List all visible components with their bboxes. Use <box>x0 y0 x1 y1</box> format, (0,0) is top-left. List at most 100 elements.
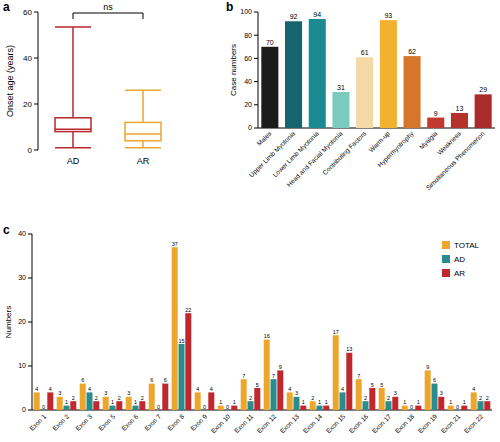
data-label: 1 <box>134 399 137 405</box>
bar <box>34 392 40 410</box>
bar <box>386 401 392 410</box>
data-label: 6 <box>81 377 84 383</box>
y-tick-label: 20 <box>244 101 252 108</box>
data-label: 1 <box>417 399 420 405</box>
bar <box>41 410 47 411</box>
y-tick <box>34 58 38 59</box>
bar <box>404 56 421 128</box>
bar <box>264 340 270 410</box>
x-tick-label: Exon 9 <box>189 412 209 432</box>
legend: TOTALADAR <box>442 241 480 278</box>
data-label: 3 <box>127 390 130 396</box>
y-tick <box>254 35 258 36</box>
data-label: 2 <box>364 395 367 401</box>
marks <box>55 27 161 148</box>
x-tick-label: Exon 15 <box>324 412 346 434</box>
bar <box>356 379 362 410</box>
panel-title: c <box>3 223 10 237</box>
data-label: 9 <box>426 364 429 370</box>
y-tick-label: 20 <box>18 318 26 325</box>
data-label: 2 <box>486 395 489 401</box>
bar <box>70 401 76 410</box>
panel-title: a <box>3 0 10 14</box>
bar <box>310 401 316 410</box>
panel-b: bCase numbers02040608010070Males92Upper … <box>226 0 495 191</box>
y-tick-label: 0 <box>22 406 26 413</box>
figure: aOnset age (years)0204060ADARnsbCase num… <box>0 0 500 442</box>
data-label: 29 <box>479 86 487 93</box>
legend-label: TOTAL <box>454 241 480 250</box>
bar <box>438 397 444 410</box>
data-label: 4 <box>88 386 91 392</box>
data-label: 5 <box>371 382 374 388</box>
cap-max <box>125 89 161 91</box>
x-tick-label: Simultaneous Phenomenon <box>424 129 486 191</box>
y-tick-label: 40 <box>23 54 32 63</box>
x-tick-label: Exon 18 <box>393 412 415 434</box>
data-label: 1 <box>219 399 222 405</box>
y-tick-label: 60 <box>244 55 252 62</box>
annotation: ns <box>103 2 113 12</box>
x-axis <box>32 410 492 411</box>
bar <box>261 47 278 128</box>
x-tick-label: Exon 17 <box>370 412 392 434</box>
data-label: 3 <box>440 390 443 396</box>
cap-min <box>55 147 91 149</box>
legend-swatch <box>442 241 450 249</box>
bar <box>323 406 329 410</box>
bar <box>425 370 431 410</box>
y-tick <box>254 128 258 129</box>
cap-max <box>55 26 91 28</box>
y-tick-label: 30 <box>18 274 26 281</box>
data-label: 0 <box>226 404 229 410</box>
data-label: 2 <box>141 395 144 401</box>
data-label: 4 <box>472 386 475 392</box>
data-label: 3 <box>58 390 61 396</box>
data-label: 7 <box>272 373 275 379</box>
data-label: 6 <box>433 377 436 383</box>
x-tick-label: Exon 16 <box>347 412 369 434</box>
panel-a: aOnset age (years)0204060ADARns <box>3 0 161 166</box>
bar <box>369 388 375 410</box>
bar <box>287 392 293 410</box>
y-tick <box>28 322 32 323</box>
data-label: 13 <box>346 346 352 352</box>
x-tick-label: Exon 6 <box>120 412 140 432</box>
data-label: 4 <box>49 386 52 392</box>
x-tick-label: Myalgia <box>418 129 440 151</box>
cap-min <box>125 147 161 149</box>
data-label: 1 <box>449 399 452 405</box>
bar <box>475 94 492 128</box>
data-label: 94 <box>313 11 321 18</box>
bar <box>432 384 438 410</box>
x-tick-label: Exon 3 <box>74 412 94 432</box>
data-label: 6 <box>164 377 167 383</box>
bar <box>103 397 109 410</box>
data-label: 4 <box>288 386 291 392</box>
y-axis <box>258 12 259 128</box>
bar <box>332 92 349 128</box>
bar <box>285 21 302 128</box>
bar <box>195 392 201 410</box>
bar <box>415 406 421 410</box>
bar <box>208 392 214 410</box>
data-label: 4 <box>341 386 344 392</box>
data-label: 93 <box>384 12 392 19</box>
y-tick <box>254 12 258 13</box>
legend-swatch <box>442 269 450 277</box>
x-tick-label: Exon 13 <box>278 412 300 434</box>
data-label: 2 <box>311 395 314 401</box>
data-label: 16 <box>264 333 270 339</box>
x-tick-label: Exon 22 <box>462 412 484 434</box>
box <box>55 118 91 132</box>
bar <box>478 401 484 410</box>
data-label: 37 <box>172 241 178 247</box>
bar <box>64 406 70 410</box>
bar <box>461 406 467 410</box>
data-label: 0 <box>157 404 160 410</box>
panel-title: b <box>226 0 233 14</box>
x-tick-label: Exon 21 <box>439 412 461 434</box>
data-label: 2 <box>118 395 121 401</box>
y-tick-label: 60 <box>23 8 32 17</box>
data-label: 9 <box>279 364 282 370</box>
